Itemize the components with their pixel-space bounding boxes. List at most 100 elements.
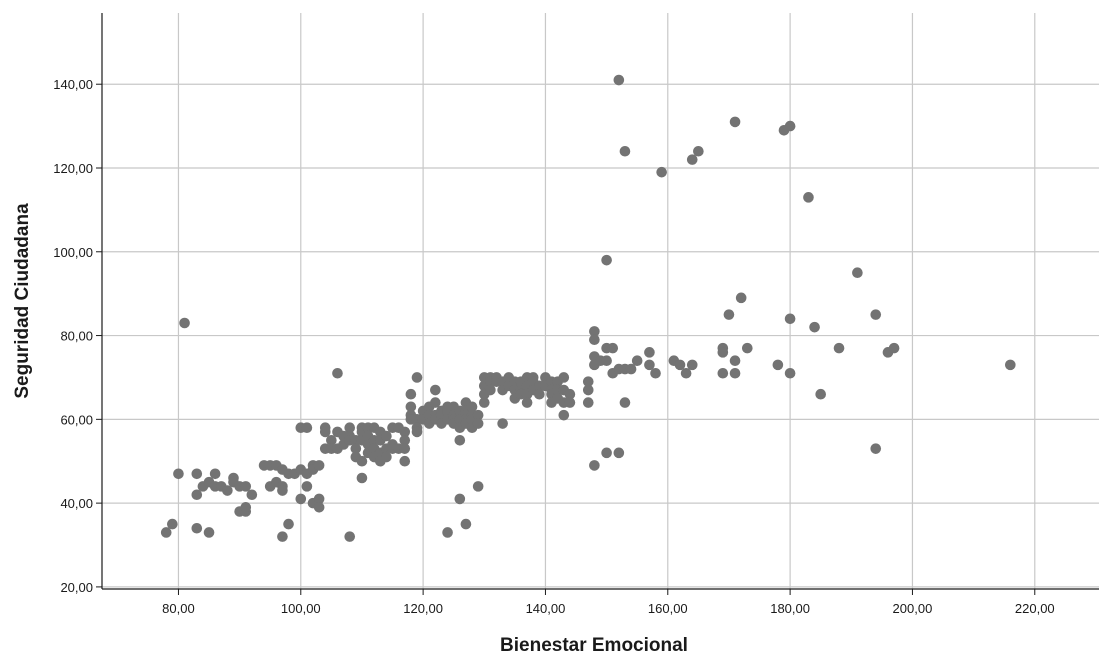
x-tick-label: 200,00: [893, 601, 933, 616]
data-point: [430, 397, 441, 408]
data-point: [319, 426, 331, 438]
data-point: [717, 367, 729, 379]
data-point: [650, 367, 661, 379]
data-point: [613, 74, 625, 86]
data-point: [191, 468, 203, 480]
data-point: [674, 359, 686, 371]
data-point: [277, 485, 288, 496]
x-tick-label: 160,00: [648, 601, 688, 616]
data-point: [179, 317, 190, 329]
data-point: [717, 347, 729, 358]
data-point: [686, 359, 698, 371]
data-point: [656, 166, 667, 178]
data-point: [607, 342, 619, 354]
data-point: [870, 309, 882, 320]
data-point: [332, 367, 343, 379]
data-point: [485, 384, 496, 396]
data-point: [381, 430, 392, 442]
data-point: [784, 120, 796, 132]
data-point: [460, 518, 472, 530]
x-tick-label: 80,00: [162, 601, 195, 616]
data-point: [295, 493, 307, 505]
data-point: [644, 347, 655, 358]
data-point: [693, 145, 704, 157]
grid-lines: [102, 13, 1099, 589]
data-point: [240, 481, 252, 492]
data-point: [344, 422, 356, 434]
x-tick-label: 180,00: [770, 601, 810, 616]
data-point: [833, 342, 845, 354]
y-tick-label: 80,00: [60, 329, 93, 344]
data-point: [283, 518, 294, 530]
y-tick-label: 20,00: [60, 580, 93, 595]
y-tick-label: 60,00: [60, 412, 93, 427]
data-point: [222, 485, 233, 496]
data-point: [454, 434, 466, 446]
y-tick-label: 100,00: [53, 245, 93, 260]
data-point: [240, 502, 252, 513]
data-point: [619, 397, 631, 408]
data-point: [772, 359, 784, 371]
data-point: [405, 388, 417, 400]
data-point: [246, 489, 258, 501]
data-point: [399, 455, 411, 467]
data-point: [601, 254, 612, 266]
data-point: [191, 489, 203, 501]
data-point: [399, 426, 411, 438]
data-point: [277, 531, 288, 542]
axis-ticks: 80,00 100,00 120,00 140,00 160,00 180,00 200,0…: [53, 77, 1054, 616]
data-point: [497, 418, 508, 429]
data-point: [589, 460, 600, 471]
data-point: [534, 388, 545, 400]
data-point: [356, 472, 368, 484]
data-point: [729, 116, 741, 128]
data-point: [741, 342, 753, 354]
y-tick-label: 140,00: [53, 77, 93, 92]
data-point: [344, 531, 356, 542]
data-point: [1005, 359, 1016, 371]
data-point: [411, 372, 423, 383]
data-point: [399, 443, 411, 454]
x-axis-title: Bienestar Emocional: [500, 635, 688, 654]
data-point: [784, 313, 796, 325]
data-point: [784, 367, 796, 379]
data-point: [203, 527, 215, 538]
data-point: [809, 321, 820, 333]
data-point: [478, 397, 490, 408]
data-point: [472, 409, 484, 421]
data-point: [631, 355, 643, 366]
data-point: [209, 468, 221, 480]
data-point: [558, 372, 570, 383]
data-point: [815, 388, 826, 400]
data-point: [601, 447, 612, 459]
data-point: [723, 309, 735, 320]
data-point: [582, 376, 594, 387]
data-point: [870, 443, 882, 454]
data-point: [625, 363, 637, 375]
data-point: [313, 493, 325, 505]
data-point: [356, 455, 368, 467]
data-point: [803, 192, 814, 203]
x-tick-label: 140,00: [526, 601, 566, 616]
data-point: [313, 502, 325, 513]
x-tick-label: 100,00: [281, 601, 321, 616]
data-point: [173, 468, 184, 480]
data-point: [472, 418, 484, 429]
data-point: [442, 527, 453, 538]
data-point: [326, 434, 337, 446]
data-point: [729, 367, 741, 379]
data-point: [582, 384, 594, 396]
data-point: [558, 409, 570, 421]
data-point: [405, 401, 417, 413]
data-point: [160, 527, 172, 538]
data-point: [521, 397, 533, 408]
data-point: [301, 481, 313, 492]
data-point: [680, 367, 692, 379]
data-point: [472, 481, 484, 492]
x-tick-label: 220,00: [1015, 601, 1055, 616]
data-point: [350, 443, 362, 454]
y-axis-title: Seguridad Ciudadana: [12, 203, 33, 399]
data-point: [466, 401, 478, 413]
data-point: [644, 359, 655, 371]
